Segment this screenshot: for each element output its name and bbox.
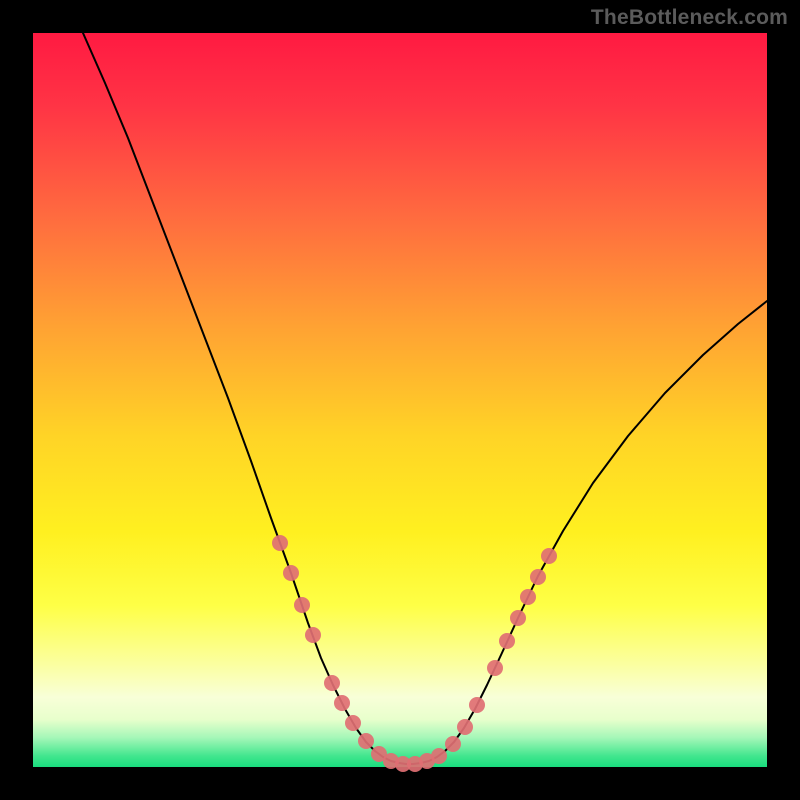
watermark-text: TheBottleneck.com <box>591 6 788 30</box>
curve-marker <box>305 627 321 643</box>
curve-markers-group <box>272 535 557 772</box>
chart-svg <box>33 33 767 767</box>
curve-marker <box>358 733 374 749</box>
chart-canvas <box>33 33 767 767</box>
curve-marker <box>324 675 340 691</box>
curve-marker <box>345 715 361 731</box>
curve-marker <box>520 589 536 605</box>
curve-marker <box>334 695 350 711</box>
curve-marker <box>272 535 288 551</box>
curve-marker <box>541 548 557 564</box>
curve-marker <box>457 719 473 735</box>
curve-marker <box>510 610 526 626</box>
v-curve-line <box>83 33 767 764</box>
curve-marker <box>499 633 515 649</box>
curve-marker <box>445 736 461 752</box>
curve-marker <box>469 697 485 713</box>
curve-marker <box>431 748 447 764</box>
curve-marker <box>294 597 310 613</box>
curve-marker <box>283 565 299 581</box>
curve-marker <box>487 660 503 676</box>
curve-marker <box>530 569 546 585</box>
